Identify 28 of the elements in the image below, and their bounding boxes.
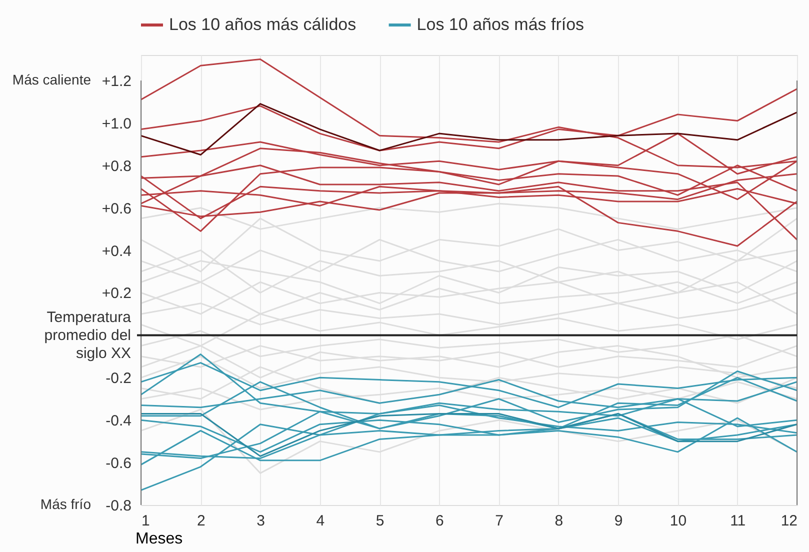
legend-label: Los 10 años más fríos	[416, 15, 584, 34]
y-tick-label: +1.2	[102, 72, 132, 90]
y-tick-label: -0.8	[106, 498, 132, 514]
y-tick-label: +0.8	[102, 158, 132, 175]
x-tick-label: 12	[780, 512, 798, 530]
x-tick-label: 1	[142, 512, 150, 530]
y-tick-label: -0.4	[106, 412, 132, 430]
x-tick-label: 8	[554, 512, 564, 530]
x-tick-label: 9	[614, 512, 623, 530]
text: Más frío	[40, 496, 92, 512]
x-tick-label: 10	[670, 512, 687, 530]
x-tick-label: 11	[730, 512, 746, 530]
text: Más caliente	[12, 71, 92, 88]
legend-label: Los 10 años más cálidos	[169, 15, 356, 34]
y-tick-label: +0.6	[102, 200, 132, 218]
x-tick-label: 6	[436, 512, 444, 530]
y-tick-label: -0.6	[106, 455, 132, 472]
y-tick-label: +0.4	[102, 242, 132, 260]
y-tick-label: +0.2	[102, 285, 132, 302]
x-tick-label: 3	[256, 512, 265, 530]
x-tick-label: 4	[316, 512, 325, 530]
x-tick-label: 7	[495, 512, 504, 530]
y-tick-label: -0.2	[106, 370, 132, 388]
x-axis-title: Meses	[136, 530, 183, 548]
y-tick-label: +1.0	[102, 115, 132, 132]
x-tick-label: 2	[196, 512, 206, 530]
y-tick-label: Temperatura promedio del siglo XX	[44, 309, 132, 362]
x-tick-label: 5	[376, 512, 384, 530]
